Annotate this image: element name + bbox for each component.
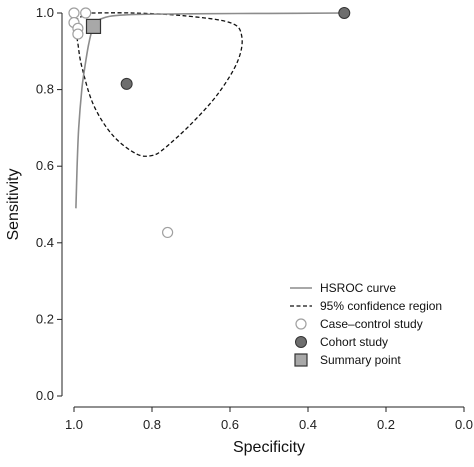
plot-frame: [61, 13, 464, 408]
case-control-point: [162, 226, 174, 239]
x-tick-label: 0.4: [299, 417, 317, 432]
legend-label: 95% confidence region: [320, 299, 442, 313]
legend-item-hsroc: HSROC curve: [290, 281, 396, 295]
x-tick-label: 0.0: [455, 417, 473, 432]
cohort-point: [120, 77, 133, 90]
y-tick-label: 0.8: [36, 82, 54, 97]
legend-label: Summary point: [320, 353, 401, 367]
y-tick-label: 1.0: [36, 5, 54, 20]
series-layer: [68, 7, 351, 239]
legend-item-cohort: Cohort study: [295, 335, 388, 349]
legend-item-ci: 95% confidence region: [290, 299, 442, 313]
x-axis-ticks: 1.0 0.8 0.6 0.4 0.2 0.0: [65, 407, 473, 432]
x-tick-label: 1.0: [65, 417, 83, 432]
confidence-region: [75, 12, 243, 157]
y-tick-label: 0.6: [36, 158, 54, 173]
case-control-points: [68, 7, 174, 239]
case-control-point: [80, 7, 92, 19]
x-tick-label: 0.6: [221, 417, 239, 432]
y-tick-label: 0.2: [36, 311, 54, 326]
x-tick-label: 0.2: [377, 417, 395, 432]
hsroc-curve: [75, 12, 345, 209]
legend-label: HSROC curve: [320, 281, 396, 295]
case-control-point: [68, 7, 80, 19]
legend-swatch-summary: [294, 353, 308, 367]
x-tick-label: 0.8: [143, 417, 161, 432]
y-tick-label: 0.4: [36, 235, 54, 250]
legend-label: Case–control study: [320, 317, 423, 331]
y-axis-ticks: 0.0 0.2 0.4 0.6 0.8 1.0: [36, 5, 62, 403]
legend-swatch-cohort: [295, 336, 307, 348]
x-axis-title: Specificity: [233, 439, 305, 456]
legend-label: Cohort study: [320, 335, 388, 349]
legend: HSROC curve 95% confidence region Case–con…: [290, 281, 442, 367]
y-tick-label: 0.0: [36, 388, 54, 403]
case-control-point: [72, 28, 84, 40]
legend-swatch-case: [295, 318, 307, 330]
legend-item-case: Case–control study: [295, 317, 423, 331]
summary-point: [85, 18, 102, 35]
cohort-points: [120, 7, 351, 90]
cohort-point: [338, 7, 351, 19]
y-axis-title: Sensitivity: [5, 168, 22, 240]
summary-point-group: [85, 18, 102, 35]
legend-item-summary: Summary point: [294, 353, 401, 367]
